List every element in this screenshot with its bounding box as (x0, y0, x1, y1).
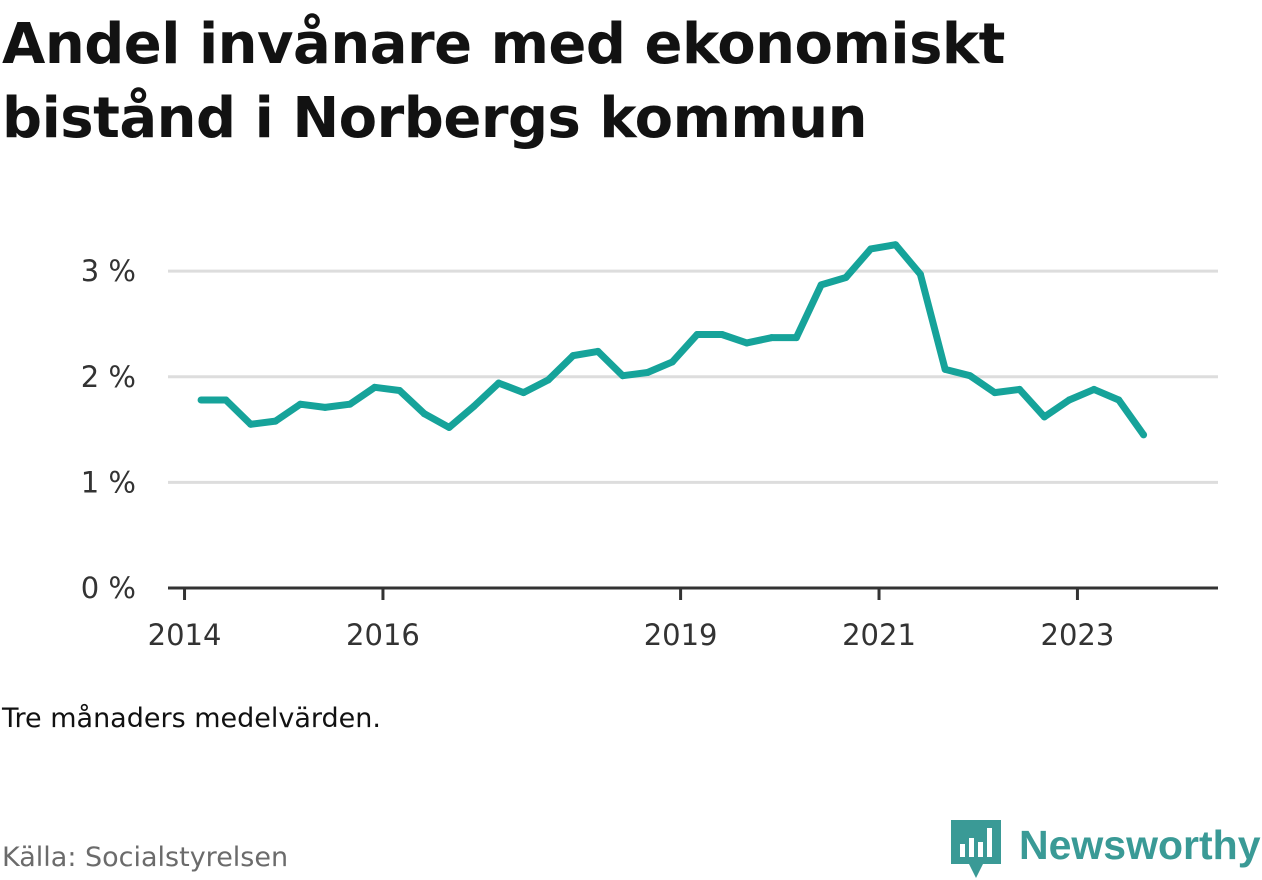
y-tick-label: 2 % (81, 360, 136, 394)
data-point (941, 365, 949, 373)
data-point (520, 389, 528, 397)
y-tick-label: 0 % (81, 571, 136, 605)
data-point (271, 417, 279, 425)
source-text: Källa: Socialstyrelsen (2, 842, 289, 873)
data-point (817, 281, 825, 289)
data-point (420, 410, 428, 418)
data-point (718, 331, 726, 338)
data-point (495, 379, 503, 387)
data-point (1115, 396, 1123, 404)
data-point (1016, 385, 1024, 393)
newsworthy-logo-icon (951, 820, 1001, 878)
data-point (395, 386, 403, 394)
data-point (693, 331, 701, 338)
data-point (247, 420, 255, 428)
data-point (371, 383, 379, 391)
x-tick-label: 2019 (644, 618, 718, 652)
data-point (743, 339, 751, 347)
data-point (1040, 413, 1048, 421)
data-point (222, 396, 230, 404)
line-chart: 0 % 1 % 2 % 3 % 2014 2016 2019 2021 2023 (81, 241, 1218, 652)
brand-logo: Newsworthy (951, 820, 1261, 880)
data-point (1140, 431, 1148, 439)
data-point (916, 270, 924, 278)
x-tick-label: 2021 (842, 618, 916, 652)
x-tick-label: 2016 (346, 618, 420, 652)
data-point (445, 423, 453, 431)
data-point (470, 402, 478, 410)
data-point (842, 273, 850, 281)
data-point (544, 376, 552, 384)
data-point (197, 396, 205, 404)
y-tick-label: 3 % (81, 254, 136, 288)
data-point (569, 352, 577, 360)
data-point (991, 389, 999, 397)
data-point (644, 369, 652, 377)
data-point (867, 245, 875, 253)
data-point (1065, 396, 1073, 404)
data-point (321, 403, 329, 411)
chart-note: Tre månaders medelvärden. (2, 703, 381, 734)
data-point (296, 400, 304, 408)
data-point (768, 334, 776, 342)
y-tick-label: 1 % (81, 465, 136, 499)
brand-name: Newsworthy (1019, 822, 1261, 868)
chart-title: Andel invånare med ekonomiskt bistånd i … (2, 12, 1005, 151)
data-point (594, 347, 602, 355)
data-point (619, 372, 627, 380)
data-point (892, 241, 900, 249)
data-point (792, 334, 800, 342)
data-point (346, 400, 354, 408)
x-tick-label: 2023 (1041, 618, 1115, 652)
data-point (668, 358, 676, 366)
data-point (966, 372, 974, 380)
series-line (201, 241, 1147, 437)
data-point (1090, 385, 1098, 393)
x-tick-label: 2014 (148, 618, 222, 652)
